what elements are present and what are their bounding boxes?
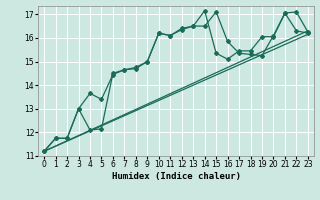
X-axis label: Humidex (Indice chaleur): Humidex (Indice chaleur) bbox=[111, 172, 241, 181]
